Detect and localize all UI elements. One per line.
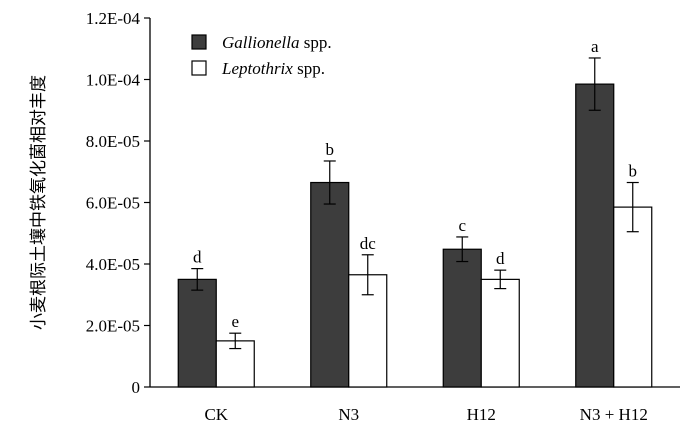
- y-axis-label-text: 小麦根际土壤中铁氧化菌相对丰度: [28, 75, 49, 330]
- significance-label: a: [591, 37, 599, 56]
- legend-swatch: [191, 34, 207, 50]
- significance-label: b: [629, 162, 638, 181]
- bar: [480, 278, 520, 388]
- y-tick-label: 1.0E-04: [86, 71, 141, 90]
- significance-label: d: [496, 249, 505, 268]
- y-tick-label: 1.2E-04: [86, 9, 141, 28]
- y-tick-label: 2.0E-05: [86, 317, 140, 336]
- x-tick-label: CK: [204, 405, 228, 424]
- bars: d e b dc c d a b: [177, 37, 653, 388]
- x-tick-label: H12: [467, 405, 496, 424]
- legend-label-genus: Gallionella: [222, 33, 299, 52]
- x-tick-label: N3 + H12: [580, 405, 648, 424]
- legend-label: Gallionella spp.: [222, 33, 332, 52]
- significance-label: e: [231, 312, 239, 331]
- y-tick-label: 0: [132, 378, 141, 397]
- y-tick-label: 4.0E-05: [86, 255, 140, 274]
- category-labels: CK N3 H12 N3 + H12: [204, 405, 647, 424]
- legend-label-suffix: spp.: [293, 59, 325, 78]
- legend-label: Leptothrix spp.: [221, 59, 325, 78]
- legend-label-genus: Leptothrix: [221, 59, 293, 78]
- significance-label: c: [458, 216, 466, 235]
- significance-label: d: [193, 248, 202, 267]
- bar: [310, 181, 350, 388]
- bar: [177, 278, 217, 388]
- significance-label: dc: [360, 234, 377, 253]
- y-ticks: 0 2.0E-05 4.0E-05 6.0E-05 8.0E-05 1.0E-04 1.2E…: [86, 9, 150, 397]
- bar: [442, 248, 482, 388]
- bar: [613, 206, 653, 388]
- bar: [575, 83, 615, 388]
- y-axis-label: 小麦根际土壤中铁氧化菌相对丰度: [28, 75, 49, 330]
- legend-swatch: [191, 60, 207, 76]
- x-tick-label: N3: [338, 405, 359, 424]
- legend: Gallionella spp.Leptothrix spp.: [191, 33, 332, 78]
- y-tick-label: 8.0E-05: [86, 132, 140, 151]
- y-tick-label: 6.0E-05: [86, 194, 140, 213]
- significance-label: b: [326, 140, 335, 159]
- legend-label-suffix: spp.: [299, 33, 331, 52]
